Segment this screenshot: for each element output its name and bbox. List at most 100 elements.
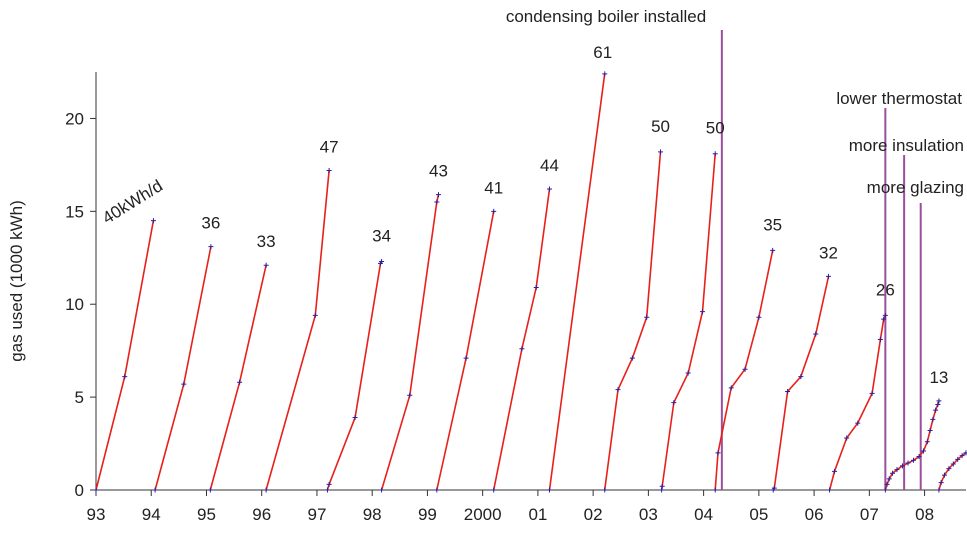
series-label: 33 — [257, 232, 276, 251]
x-tick-label: 94 — [142, 505, 161, 524]
data-point — [930, 416, 936, 422]
x-tick-label: 99 — [418, 505, 437, 524]
x-tick-label: 08 — [915, 505, 934, 524]
data-point — [877, 337, 883, 343]
series-1: 40kWh/d — [93, 176, 166, 493]
data-point — [827, 487, 833, 493]
event-label: condensing boiler installed — [506, 7, 706, 26]
data-point — [463, 355, 469, 361]
series-label: 43 — [429, 162, 448, 181]
data-point — [237, 379, 243, 385]
axes — [95, 72, 966, 491]
data-point — [715, 450, 721, 456]
series-label: 32 — [819, 243, 838, 262]
data-point — [855, 420, 861, 426]
series-label: 44 — [540, 156, 559, 175]
series-5: 34 — [324, 226, 391, 493]
series-line — [265, 170, 330, 491]
data-point — [326, 481, 332, 487]
series-line — [380, 194, 440, 491]
data-point — [935, 402, 941, 408]
x-tick-label: 03 — [639, 505, 658, 524]
y-tick-label: 0 — [75, 481, 84, 500]
data-point — [629, 355, 635, 361]
data-point — [881, 316, 887, 322]
data-point — [938, 480, 944, 486]
data-point — [659, 487, 665, 493]
data-point — [924, 439, 930, 445]
data-point — [963, 450, 967, 456]
series-10: 50 — [602, 117, 670, 493]
x-tick-label: 95 — [197, 505, 216, 524]
y-ticks: 0 5 10 15 20 — [65, 109, 96, 500]
x-tick-label: 98 — [363, 505, 382, 524]
event-label: more insulation — [849, 136, 964, 155]
series-8: 44 — [491, 156, 559, 493]
data-point — [434, 199, 440, 205]
x-tick-label: 97 — [307, 505, 326, 524]
series-line — [548, 73, 606, 491]
series-label: 34 — [372, 226, 391, 245]
data-point — [798, 374, 804, 380]
data-point — [519, 346, 525, 352]
x-tick-label: 02 — [584, 505, 603, 524]
data-point — [890, 470, 896, 476]
series-label: 50 — [651, 117, 670, 136]
series-label: 36 — [201, 214, 220, 233]
series-line — [660, 153, 716, 491]
series-line — [603, 151, 662, 491]
series-13: 32 — [770, 243, 838, 493]
data-point — [825, 273, 831, 279]
series-label: 47 — [320, 137, 339, 156]
series-2: 36 — [152, 214, 220, 493]
data-point — [602, 71, 608, 77]
data-point — [920, 448, 926, 454]
data-point — [491, 208, 497, 214]
data-point — [435, 192, 441, 198]
data-point — [955, 456, 961, 462]
series-line — [828, 315, 887, 491]
x-tick-label: 93 — [87, 505, 106, 524]
series-label: 40kWh/d — [99, 176, 166, 228]
data-point — [181, 381, 187, 387]
series-7: 41 — [434, 178, 503, 493]
series-line — [938, 452, 967, 491]
y-tick-label: 15 — [65, 202, 84, 221]
data-point — [352, 415, 358, 421]
series-9: 61 — [547, 43, 612, 493]
data-point — [742, 366, 748, 372]
y-tick-label: 5 — [75, 388, 84, 407]
data-point — [950, 461, 956, 467]
data-point — [659, 483, 665, 489]
data-point — [771, 485, 777, 491]
data-point — [936, 487, 942, 493]
data-series: 40kWh/d 36 33 47 34 43 41 44 61 50 50 35 32 26 13 — [93, 43, 967, 493]
series-line — [714, 250, 774, 491]
data-point — [700, 309, 706, 315]
data-point — [770, 247, 776, 253]
data-point — [933, 407, 939, 413]
series-label: 41 — [484, 178, 503, 197]
data-point — [407, 392, 413, 398]
data-point — [959, 453, 965, 459]
series-16 — [936, 450, 967, 493]
data-point — [905, 460, 911, 466]
data-point — [927, 428, 933, 434]
series-6: 43 — [379, 162, 448, 493]
y-tick-label: 10 — [65, 295, 84, 314]
series-line — [884, 400, 940, 491]
event-markers: condensing boiler installed lower thermos… — [506, 7, 964, 490]
data-point — [936, 398, 942, 404]
series-14: 26 — [827, 280, 895, 493]
data-point — [379, 487, 385, 493]
series-line — [95, 220, 155, 491]
data-point — [602, 487, 608, 493]
data-point — [658, 149, 664, 155]
series-label: 61 — [593, 43, 612, 62]
x-tick-label: 96 — [252, 505, 271, 524]
data-point — [869, 390, 875, 396]
data-point — [941, 472, 947, 478]
data-point — [326, 167, 332, 173]
